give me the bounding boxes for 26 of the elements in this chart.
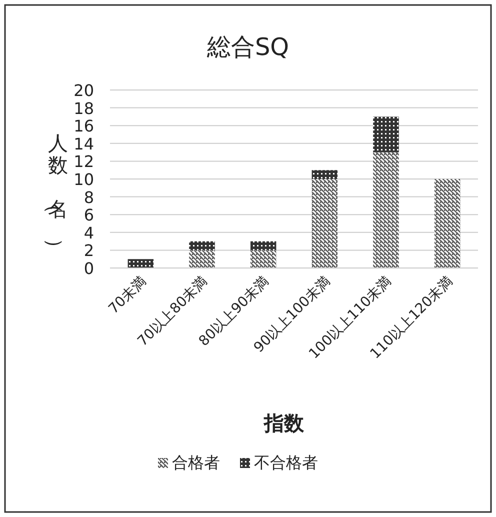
y-tick-label: 12 xyxy=(74,152,94,172)
bar xyxy=(250,250,276,268)
bar xyxy=(312,170,338,179)
y-tick-label: 2 xyxy=(84,241,94,260)
x-axis-title: 指数 xyxy=(263,411,305,435)
y-tick-label: 18 xyxy=(74,98,94,118)
legend-label: 合格者 xyxy=(172,453,220,472)
bar xyxy=(373,152,399,268)
y-tick-label: 14 xyxy=(74,134,94,154)
y-tick-label: 8 xyxy=(84,188,94,207)
y-tick-label: 10 xyxy=(74,170,94,189)
y-tick-label: 6 xyxy=(84,206,94,225)
bar xyxy=(128,259,154,268)
bar xyxy=(312,179,338,268)
x-tick-label: 70未満 xyxy=(106,274,150,318)
bar xyxy=(250,241,276,250)
chart-title: 総合SQ xyxy=(206,33,290,61)
bar xyxy=(434,179,460,268)
y-tick-label: 20 xyxy=(74,81,94,100)
y-tick-label: 16 xyxy=(74,116,94,136)
legend-label: 不合格者 xyxy=(254,453,318,472)
bar xyxy=(373,116,399,152)
y-tick-label: 0 xyxy=(84,259,94,278)
bar xyxy=(189,241,215,250)
bar xyxy=(189,250,215,268)
y-tick-label: 4 xyxy=(84,223,94,242)
